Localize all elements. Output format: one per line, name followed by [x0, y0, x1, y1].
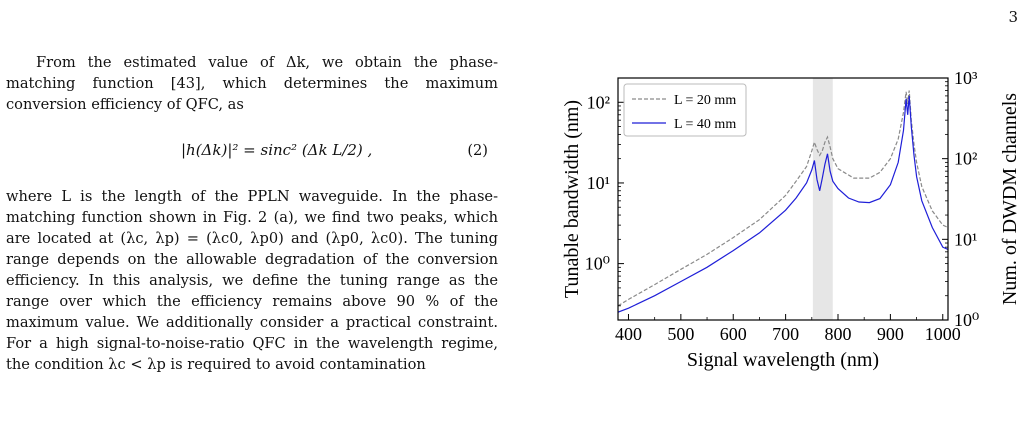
- x-axis-label: Signal wavelength (nm): [687, 349, 879, 371]
- text-column: From the estimated value of Δk, we obtai…: [6, 52, 498, 375]
- y-tick-label-left: 10¹: [587, 173, 610, 193]
- y-tick-label-right: 10¹: [954, 229, 977, 249]
- equation-body: |h(Δk)|² = sinc² (Δk L/2) ,: [180, 140, 373, 159]
- y-axis-label-left: Tunable bandwidth (nm): [561, 100, 583, 298]
- bandwidth-chart: 400 500 600 700 800 900 100010⁰10¹10²10⁰10¹10²…: [561, 68, 1021, 371]
- legend-label-2: L = 40 mm: [674, 117, 736, 132]
- paragraph-2: where L is the length of the PPLN wavegu…: [6, 188, 498, 373]
- y-tick-label-right: 10⁰: [954, 310, 979, 330]
- legend-label-1: L = 20 mm: [674, 93, 736, 108]
- series-line-1: [618, 90, 948, 307]
- x-tick-label: 500: [667, 324, 694, 344]
- page-number: 3: [1008, 8, 1018, 26]
- shaded-region: [812, 78, 833, 320]
- y-axis-label-right: Num. of DWDM channels: [999, 93, 1021, 305]
- y-tick-label-right: 10³: [954, 68, 978, 88]
- equation-number: (2): [467, 141, 488, 159]
- x-tick-label: 900: [877, 324, 904, 344]
- y-tick-label-left: 10²: [587, 92, 610, 112]
- paragraph-1: From the estimated value of Δk, we obtai…: [6, 54, 498, 113]
- x-tick-label: 700: [772, 324, 799, 344]
- plot-frame: [617, 77, 949, 321]
- x-tick-label: 400: [615, 324, 642, 344]
- equation-2: |h(Δk)|² = sinc² (Δk L/2) , (2): [6, 130, 498, 170]
- series-line-2: [618, 95, 948, 313]
- x-tick-label: 600: [720, 324, 747, 344]
- x-tick-label: 1000: [925, 324, 961, 344]
- y-tick-label-right: 10²: [954, 149, 977, 169]
- x-tick-label: 800: [825, 324, 852, 344]
- y-tick-label-left: 10⁰: [585, 254, 610, 274]
